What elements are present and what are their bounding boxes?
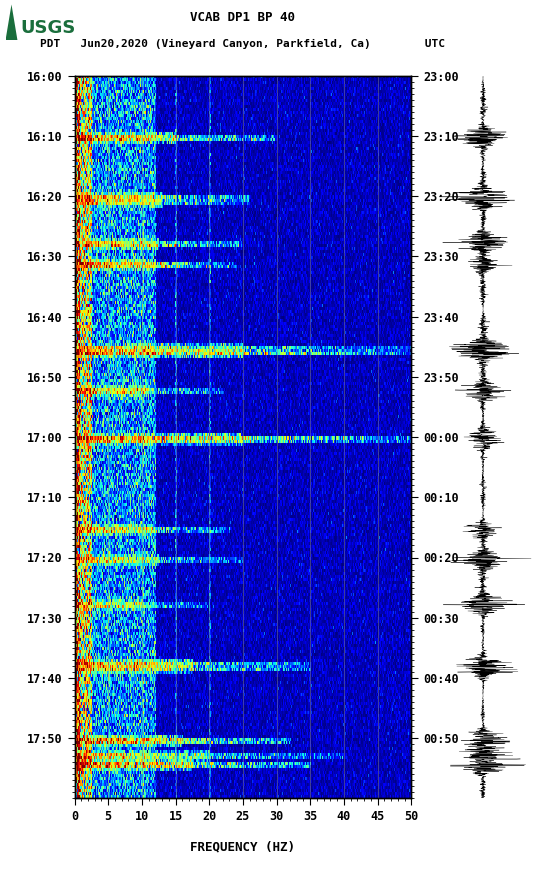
Text: USGS: USGS: [20, 19, 76, 37]
Text: PDT   Jun20,2020 (Vineyard Canyon, Parkfield, Ca)        UTC: PDT Jun20,2020 (Vineyard Canyon, Parkfie…: [40, 39, 445, 49]
Polygon shape: [6, 4, 18, 40]
Text: VCAB DP1 BP 40: VCAB DP1 BP 40: [190, 11, 295, 24]
Text: FREQUENCY (HZ): FREQUENCY (HZ): [190, 841, 295, 854]
